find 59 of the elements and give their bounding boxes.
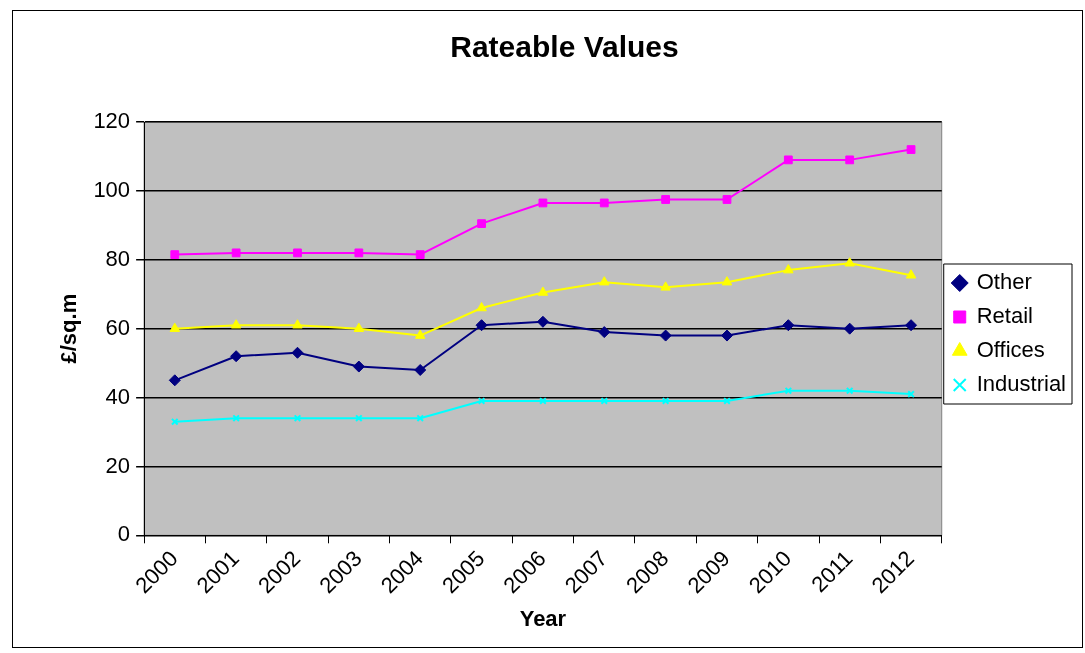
point [906, 145, 916, 154]
y-tick-label: 0 [117, 521, 131, 547]
y-tick-label: 60 [105, 314, 131, 340]
point [722, 195, 732, 204]
point [291, 346, 304, 359]
point [843, 322, 856, 335]
legend-label: Other [976, 269, 1032, 295]
point [293, 414, 302, 423]
y-tick-label: 40 [105, 383, 131, 409]
y-tick-label: 120 [93, 108, 131, 134]
chart-title: Rateable Values [450, 30, 679, 64]
point [599, 198, 609, 208]
point [721, 276, 733, 286]
point [844, 257, 855, 267]
y-axis-title: £/sq.m [56, 293, 82, 364]
point [784, 386, 793, 395]
point [414, 329, 426, 339]
point [293, 248, 302, 258]
point [352, 360, 365, 373]
point [231, 248, 241, 258]
point [415, 250, 425, 259]
point [230, 350, 243, 363]
point [845, 155, 855, 165]
point [599, 276, 610, 286]
point [232, 414, 240, 423]
point [661, 397, 670, 405]
point [476, 302, 487, 312]
point [659, 329, 672, 342]
point [355, 414, 363, 423]
point [168, 374, 181, 387]
legend-label: Industrial [976, 371, 1067, 397]
point [598, 326, 611, 339]
legend-label: Offices [976, 337, 1045, 363]
point [905, 319, 918, 332]
point [354, 248, 364, 258]
point [477, 219, 486, 228]
point [720, 329, 733, 342]
x-axis-title: Year [519, 605, 567, 631]
point [170, 250, 180, 259]
point [783, 155, 793, 165]
point [782, 319, 795, 332]
point [537, 286, 549, 296]
legend-label: Retail [976, 303, 1033, 329]
y-tick-label: 100 [93, 176, 131, 202]
point [475, 319, 488, 332]
point [538, 198, 548, 208]
point [660, 281, 671, 291]
y-tick-label: 80 [105, 245, 131, 271]
point [230, 319, 242, 329]
point [661, 195, 671, 204]
point [845, 386, 854, 395]
point [292, 319, 303, 329]
point [414, 364, 427, 376]
point [169, 322, 181, 332]
point [536, 315, 549, 328]
point [905, 269, 917, 279]
y-tick-label: 20 [105, 452, 131, 478]
point [783, 264, 794, 274]
point [353, 322, 365, 332]
